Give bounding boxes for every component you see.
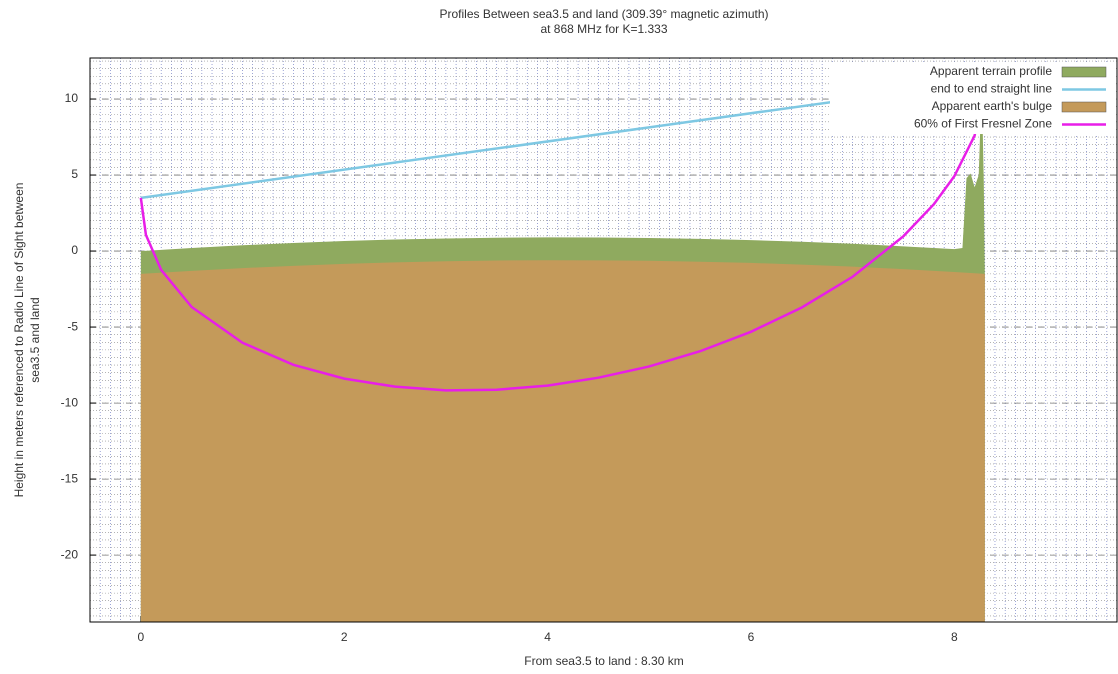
plot-border (89, 57, 1118, 623)
x-tick-label: 4 (544, 630, 551, 644)
legend-label: Apparent earth's bulge (932, 99, 1053, 113)
y-tick-label: -15 (61, 471, 79, 485)
y-axis-label: sea3.5 and land (28, 297, 42, 382)
chart-title: Profiles Between sea3.5 and land (309.39… (440, 7, 769, 21)
y-tick-label: 5 (71, 167, 78, 181)
legend-label: end to end straight line (931, 82, 1053, 96)
x-tick-label: 2 (341, 630, 348, 644)
area (140, 260, 985, 622)
y-tick-label: -20 (61, 547, 79, 561)
chart-subtitle: at 868 MHz for K=1.333 (540, 22, 667, 36)
legend-swatch (1061, 101, 1107, 113)
y-tick-label: -10 (61, 395, 79, 409)
legend-label: Apparent terrain profile (930, 64, 1052, 78)
y-tick-label: -5 (67, 319, 78, 333)
x-tick-label: 8 (951, 630, 958, 644)
legend-swatch (1061, 66, 1107, 78)
legend-label: 60% of First Fresnel Zone (914, 117, 1052, 131)
y-axis-label: Height in meters referenced to Radio Lin… (12, 183, 26, 498)
x-tick-label: 6 (748, 630, 755, 644)
line (139, 80, 987, 392)
y-tick-label: 10 (65, 91, 79, 105)
y-tick-label: 0 (71, 243, 78, 257)
x-axis-label: From sea3.5 to land : 8.30 km (524, 654, 683, 668)
x-tick-label: 0 (137, 630, 144, 644)
